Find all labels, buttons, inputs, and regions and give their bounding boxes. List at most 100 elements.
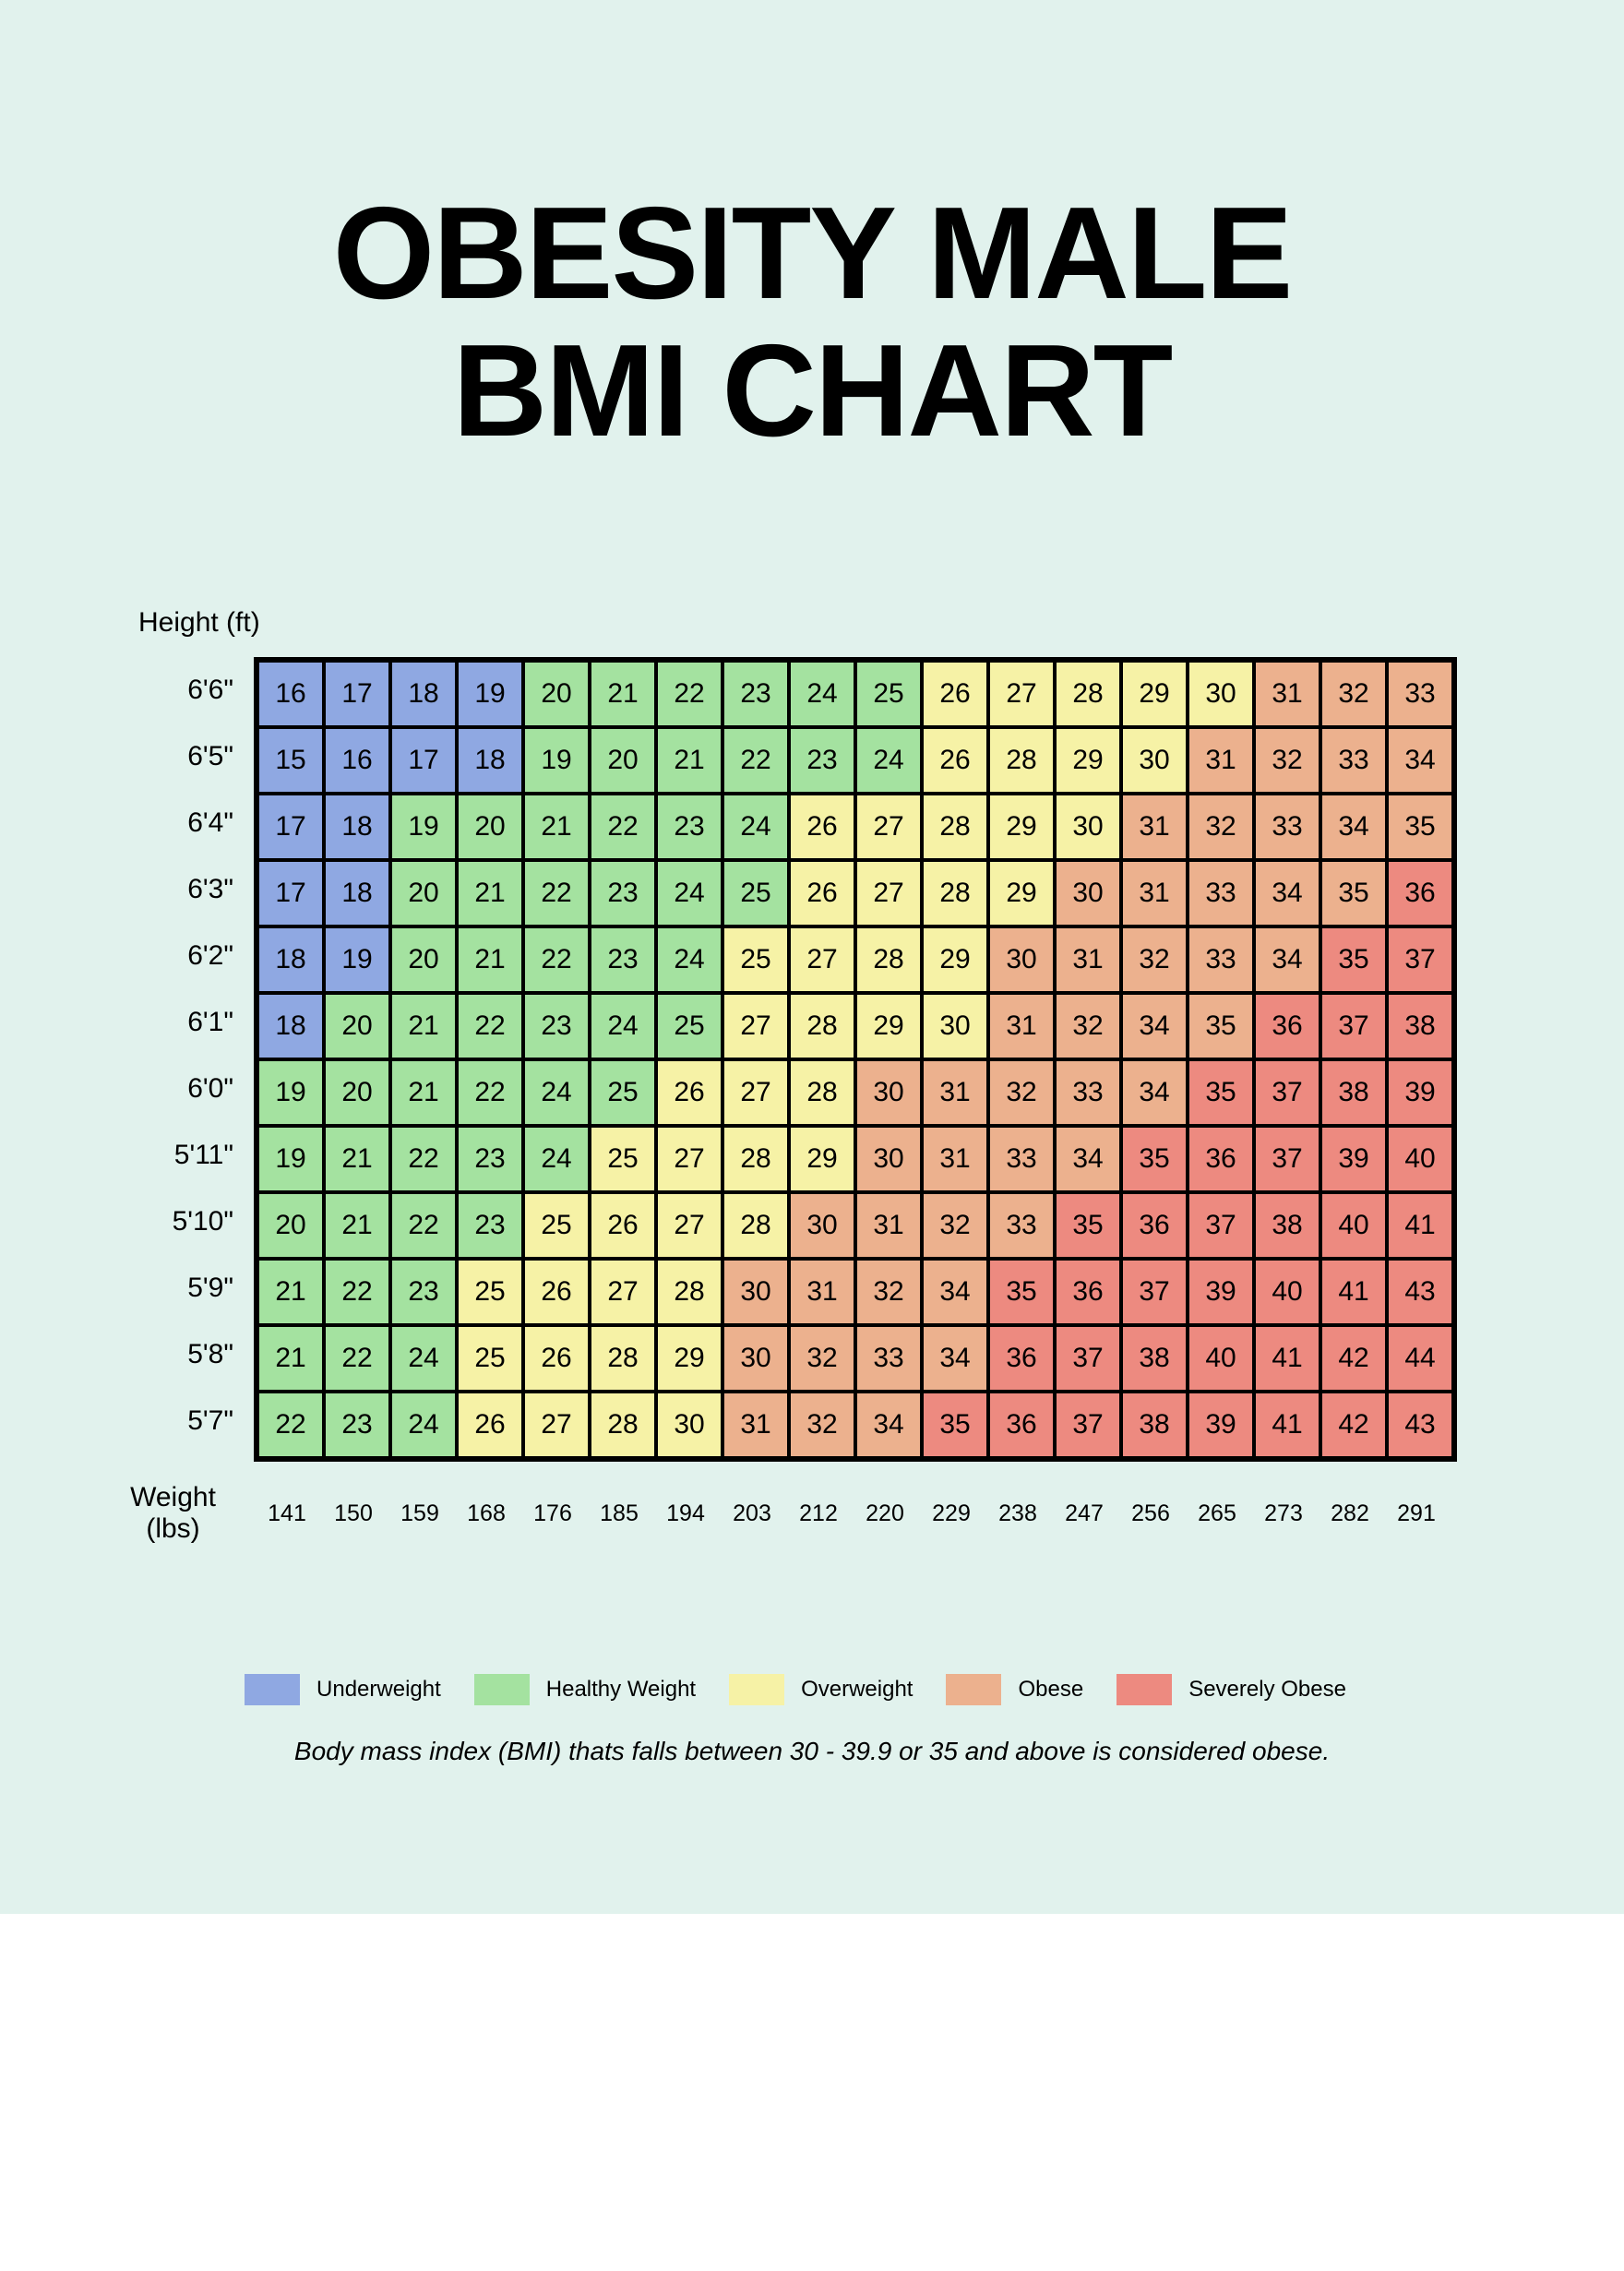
grid-cell: 26: [523, 1325, 590, 1392]
grid-cell: 30: [789, 1192, 855, 1259]
grid-cell: 31: [1254, 661, 1320, 727]
x-tick-label: 273: [1250, 1500, 1317, 1527]
grid-cell: 40: [1254, 1259, 1320, 1325]
grid-cell: 26: [457, 1392, 523, 1458]
grid-cell: 20: [257, 1192, 324, 1259]
grid-cell: 37: [1121, 1259, 1188, 1325]
grid-cell: 34: [1320, 794, 1387, 860]
grid-cell: 34: [922, 1259, 988, 1325]
grid-row: 171820212223242526272829303133343536: [257, 860, 1453, 926]
legend-swatch: [474, 1674, 530, 1705]
grid-cell: 18: [257, 993, 324, 1059]
grid-cell: 33: [1055, 1059, 1121, 1126]
grid-cell: 31: [1121, 860, 1188, 926]
grid-cell: 23: [590, 860, 656, 926]
grid-cell: 23: [590, 926, 656, 993]
grid-cell: 18: [390, 661, 457, 727]
grid-cell: 33: [1387, 661, 1453, 727]
grid-cell: 30: [722, 1259, 789, 1325]
grid-cell: 23: [523, 993, 590, 1059]
chart-area: 6'6"6'5"6'4"6'3"6'2"6'1"6'0"5'11"5'10"5'…: [102, 657, 1522, 1462]
grid-cell: 33: [855, 1325, 922, 1392]
grid-cell: 31: [855, 1192, 922, 1259]
grid-cell: 23: [390, 1259, 457, 1325]
grid-cell: 18: [457, 727, 523, 794]
grid-cell: 30: [855, 1059, 922, 1126]
x-axis-ticks: 1411501591681761851942032122202292382472…: [254, 1500, 1450, 1527]
grid-cell: 29: [922, 926, 988, 993]
grid-cell: 17: [324, 661, 390, 727]
grid-cell: 34: [855, 1392, 922, 1458]
grid-cell: 17: [257, 794, 324, 860]
grid-cell: 27: [789, 926, 855, 993]
bmi-grid: 1617181920212223242526272829303132331516…: [254, 657, 1457, 1462]
grid-cell: 25: [457, 1259, 523, 1325]
grid-cell: 20: [390, 860, 457, 926]
x-tick-label: 291: [1383, 1500, 1450, 1527]
y-tick-label: 6'1": [102, 989, 254, 1056]
grid-cell: 30: [1055, 794, 1121, 860]
grid-cell: 20: [457, 794, 523, 860]
page: OBESITY MALE BMI CHART Height (ft) 6'6"6…: [0, 0, 1624, 1914]
grid-cell: 22: [457, 993, 523, 1059]
grid-cell: 36: [988, 1392, 1055, 1458]
grid-cell: 25: [590, 1059, 656, 1126]
grid-row: 182021222324252728293031323435363738: [257, 993, 1453, 1059]
grid-cell: 40: [1387, 1126, 1453, 1192]
grid-cell: 25: [457, 1325, 523, 1392]
x-tick-label: 282: [1317, 1500, 1383, 1527]
grid-cell: 34: [1055, 1126, 1121, 1192]
grid-cell: 41: [1387, 1192, 1453, 1259]
grid-cell: 32: [1188, 794, 1254, 860]
grid-cell: 31: [1188, 727, 1254, 794]
grid-cell: 24: [590, 993, 656, 1059]
grid-cell: 36: [1121, 1192, 1188, 1259]
grid-cell: 22: [590, 794, 656, 860]
grid-cell: 21: [656, 727, 722, 794]
grid-cell: 28: [722, 1126, 789, 1192]
x-tick-label: 220: [852, 1500, 918, 1527]
grid-cell: 23: [656, 794, 722, 860]
x-tick-label: 176: [519, 1500, 586, 1527]
grid-cell: 36: [1254, 993, 1320, 1059]
grid-cell: 28: [722, 1192, 789, 1259]
grid-cell: 30: [722, 1325, 789, 1392]
grid-cell: 39: [1320, 1126, 1387, 1192]
grid-cell: 30: [922, 993, 988, 1059]
legend-item: Severely Obese: [1116, 1674, 1379, 1705]
grid-cell: 20: [324, 993, 390, 1059]
legend-item: Underweight: [245, 1674, 474, 1705]
grid-cell: 27: [590, 1259, 656, 1325]
grid-cell: 32: [988, 1059, 1055, 1126]
grid-cell: 21: [523, 794, 590, 860]
grid-cell: 33: [988, 1126, 1055, 1192]
grid-row: 181920212223242527282930313233343537: [257, 926, 1453, 993]
grid-cell: 37: [1387, 926, 1453, 993]
legend-swatch: [1116, 1674, 1172, 1705]
y-tick-label: 6'2": [102, 923, 254, 989]
grid-cell: 31: [1121, 794, 1188, 860]
grid-cell: 32: [789, 1325, 855, 1392]
grid-row: 192122232425272829303133343536373940: [257, 1126, 1453, 1192]
x-tick-label: 141: [254, 1500, 320, 1527]
grid-cell: 22: [523, 926, 590, 993]
grid-cell: 42: [1320, 1325, 1387, 1392]
grid-cell: 40: [1320, 1192, 1387, 1259]
grid-cell: 39: [1188, 1392, 1254, 1458]
x-tick-label: 265: [1184, 1500, 1250, 1527]
legend-label: Overweight: [784, 1677, 946, 1703]
grid-cell: 34: [1121, 1059, 1188, 1126]
grid-cell: 35: [988, 1259, 1055, 1325]
grid-cell: 35: [1387, 794, 1453, 860]
grid-cell: 24: [789, 661, 855, 727]
x-tick-label: 159: [387, 1500, 453, 1527]
grid-cell: 32: [855, 1259, 922, 1325]
grid-cell: 21: [257, 1259, 324, 1325]
grid-cell: 34: [922, 1325, 988, 1392]
y-tick-label: 5'11": [102, 1122, 254, 1189]
grid-row: 212223252627283031323435363739404143: [257, 1259, 1453, 1325]
grid-cell: 30: [1188, 661, 1254, 727]
grid-cell: 30: [656, 1392, 722, 1458]
grid-cell: 33: [988, 1192, 1055, 1259]
grid-cell: 41: [1254, 1392, 1320, 1458]
